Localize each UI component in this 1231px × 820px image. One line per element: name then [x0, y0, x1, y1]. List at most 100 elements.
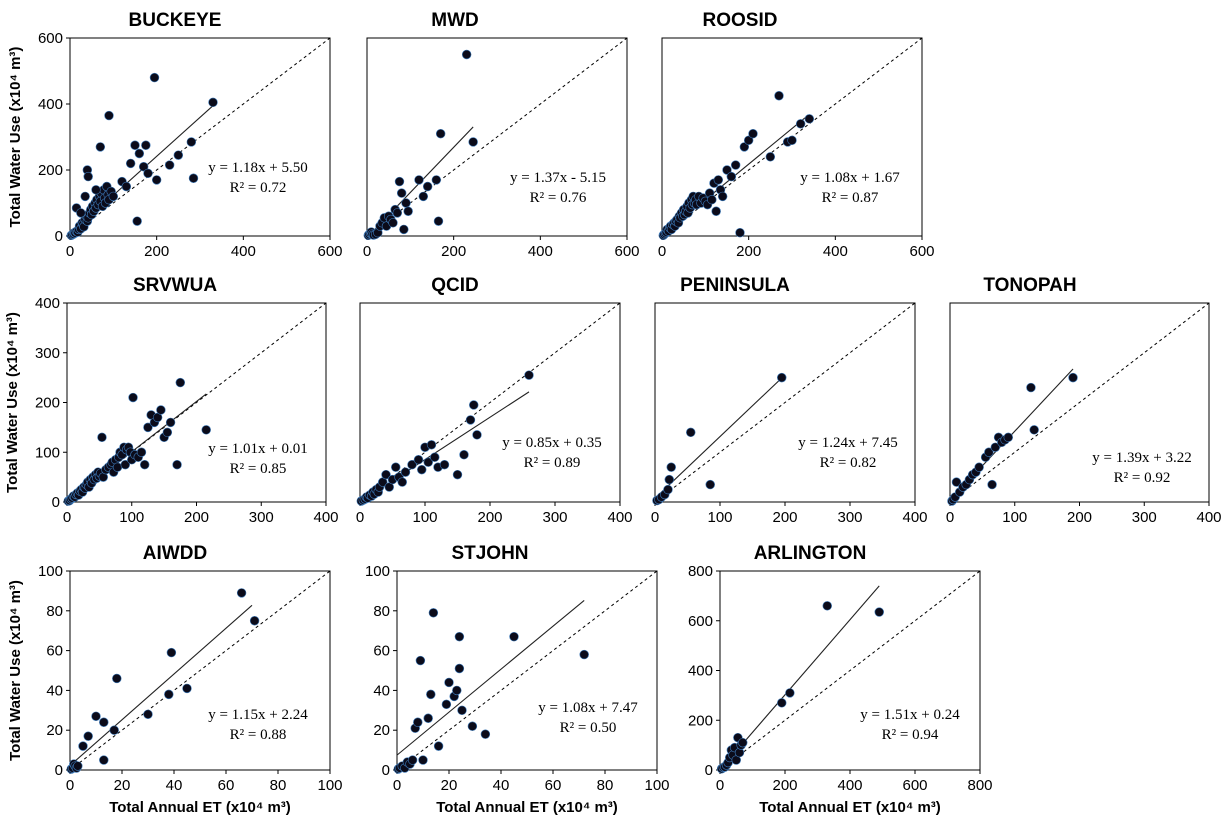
- data-point: [413, 717, 423, 727]
- data-point: [208, 97, 218, 108]
- y-tick-label: 200: [688, 712, 713, 729]
- data-point: [388, 218, 398, 228]
- y-tick-label: 800: [688, 563, 713, 580]
- x-tick-label: 600: [909, 243, 934, 260]
- chart-title: STJOHN: [451, 543, 528, 564]
- chart-tonopah: TONOPAH 0 100 200 300 400 y = 1.39x + 3.22 R² =…: [946, 275, 1222, 526]
- chart-title: MWD: [431, 10, 478, 31]
- x-tick-label: 400: [823, 243, 848, 260]
- data-point: [472, 430, 482, 440]
- y-tick-label: 200: [38, 162, 63, 179]
- data-point: [452, 469, 463, 480]
- data-point: [136, 447, 147, 457]
- data-point: [428, 608, 439, 618]
- x-tick-label: 600: [614, 243, 639, 260]
- data-point: [765, 152, 776, 162]
- data-point: [151, 175, 162, 185]
- y-tick-label: 0: [55, 762, 63, 779]
- data-point: [95, 142, 106, 152]
- x-tick-label: 400: [231, 243, 256, 260]
- data-point: [403, 206, 413, 216]
- equation-label: y = 1.51x + 0.24: [860, 707, 960, 723]
- equation-label: y = 1.37x - 5.15: [510, 170, 606, 186]
- data-point: [249, 616, 260, 626]
- x-tick-label: 100: [644, 777, 669, 794]
- y-tick-label: 20: [46, 722, 63, 739]
- x-tick-label: 20: [114, 777, 131, 794]
- one-to-one-line: [654, 302, 916, 503]
- data-point: [407, 755, 418, 765]
- data-point: [465, 415, 476, 425]
- y-tick-label: 200: [35, 395, 60, 412]
- data-point: [426, 440, 437, 450]
- regression-line: [396, 599, 585, 756]
- data-point: [156, 405, 166, 415]
- x-tick-label: 400: [902, 509, 927, 526]
- data-point: [430, 452, 440, 462]
- x-tick-label: 20: [441, 777, 458, 794]
- chart-title: AIWDD: [143, 543, 207, 564]
- data-point: [125, 158, 136, 169]
- x-tick-label: 100: [1002, 509, 1027, 526]
- data-point: [128, 392, 138, 403]
- data-point: [469, 400, 479, 410]
- r-squared-label: R² = 0.88: [230, 727, 287, 743]
- data-point: [120, 459, 130, 470]
- chart-peninsula: PENINSULA 0 100 200 300 400 y = 1.24x + 7.45 R²…: [651, 275, 928, 526]
- x-tick-label: 400: [837, 777, 862, 794]
- data-point: [186, 137, 197, 147]
- y-tick-label: 400: [38, 96, 63, 113]
- data-point: [433, 216, 444, 226]
- r-squared-label: R² = 0.94: [882, 727, 939, 743]
- data-point: [108, 191, 119, 202]
- data-point: [134, 148, 145, 159]
- y-axis-label: Total Water Use (x10⁴ m³): [4, 312, 21, 493]
- data-point: [579, 649, 589, 660]
- data-point: [165, 417, 176, 428]
- x-tick-label: 0: [363, 243, 371, 260]
- y-tick-label: 400: [35, 295, 60, 312]
- y-tick-label: 400: [688, 663, 713, 680]
- chart-title: SRVWUA: [133, 275, 217, 296]
- data-point: [974, 462, 984, 472]
- data-point: [713, 175, 724, 185]
- x-tick-label: 200: [441, 243, 466, 260]
- regression-line: [719, 585, 880, 771]
- data-point: [91, 711, 101, 721]
- data-point: [394, 176, 405, 187]
- data-point: [99, 755, 109, 765]
- y-axis-label: Total Water Use (x10⁴ m³): [7, 580, 24, 761]
- x-tick-label: 800: [967, 777, 992, 794]
- data-point: [717, 191, 728, 202]
- data-point: [439, 459, 450, 470]
- y-tick-label: 20: [373, 722, 390, 739]
- data-point: [413, 455, 424, 465]
- x-tick-label: 200: [477, 509, 502, 526]
- data-point: [452, 685, 462, 696]
- data-point: [400, 467, 411, 477]
- data-point: [433, 741, 444, 751]
- data-point: [138, 162, 149, 172]
- x-tick-label: 0: [66, 777, 74, 794]
- data-point: [130, 140, 140, 150]
- data-point: [777, 372, 787, 383]
- chart-title: QCID: [431, 275, 479, 296]
- data-point: [182, 683, 192, 694]
- data-point: [140, 459, 150, 470]
- x-tick-label: 0: [393, 777, 401, 794]
- x-tick-label: 200: [184, 509, 209, 526]
- chart-title: BUCKEYE: [129, 10, 222, 31]
- data-point: [76, 208, 86, 218]
- data-point: [461, 49, 472, 60]
- data-point: [143, 168, 153, 179]
- data-point: [141, 140, 151, 150]
- data-point: [454, 631, 465, 642]
- data-point: [422, 181, 433, 192]
- plot-frame: [661, 37, 923, 237]
- data-point: [112, 673, 122, 684]
- one-to-one-line: [69, 37, 331, 237]
- plot-frame: [69, 570, 331, 771]
- data-point: [236, 588, 247, 598]
- y-tick-label: 80: [373, 603, 390, 620]
- x-tick-label: 600: [317, 243, 342, 260]
